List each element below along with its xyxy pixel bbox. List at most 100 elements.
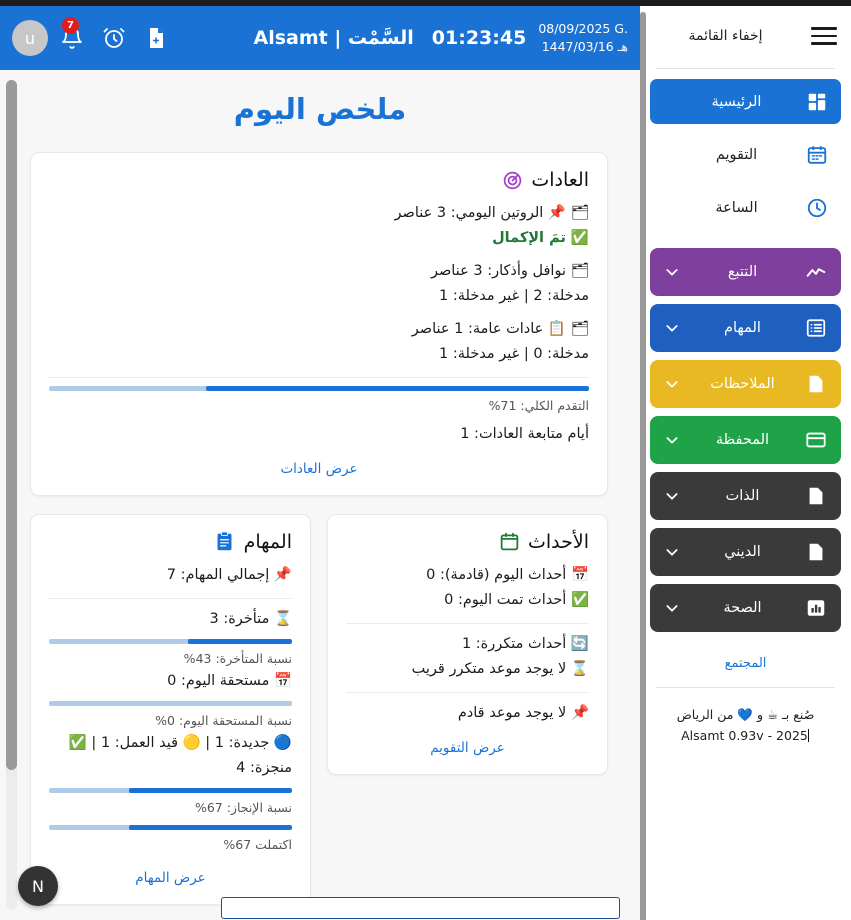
header-dates: 08/09/2025 G. 1447/03/16 هـ — [538, 20, 628, 56]
tasks-card-header: المهام — [49, 531, 292, 553]
dashboard-grid-icon — [805, 90, 829, 114]
chevron-down-icon — [663, 488, 681, 504]
tasks-view-link[interactable]: عرض المهام — [135, 869, 206, 886]
sidebar-item-clock[interactable]: الساعة — [650, 185, 841, 230]
sidebar-group-tasks-label: المهام — [724, 320, 761, 336]
sidebar-group-wallet-label: المحفظة — [715, 432, 770, 448]
avatar-letter: u — [24, 28, 36, 48]
sidebar-item-clock-label: الساعة — [715, 199, 758, 216]
events-view-link[interactable]: عرض التقويم — [430, 739, 505, 756]
sidebar-group-tasks[interactable]: المهام — [650, 304, 841, 352]
sidebar-group-wallet[interactable]: المحفظة — [650, 416, 841, 464]
hamburger-menu-icon[interactable] — [811, 27, 837, 45]
chevron-down-icon — [663, 320, 681, 336]
sidebar-group-tracking[interactable]: التتبع — [650, 248, 841, 296]
events-no-upcoming: 📌 لا يوجد موعد قادم — [457, 704, 589, 721]
tasks-overdue-pct: نسبة المتأخرة: 43% — [183, 650, 292, 666]
sidebar-group-notes[interactable]: الملاحظات — [650, 360, 841, 408]
sidebar-group-tracking-label: التتبع — [727, 264, 758, 280]
tasks-overdue: ⌛ متأخرة: 3 — [209, 610, 292, 627]
sidebar-group-notes-label: الملاحظات — [710, 376, 775, 392]
sidebar-group-religious-label: الديني — [724, 544, 761, 560]
tasks-total: 📌 إجمالي المهام: 7 — [166, 566, 292, 583]
habits-progress-bar — [49, 385, 589, 391]
hide-menu-label[interactable]: إخفاء القائمة — [688, 28, 763, 44]
notifications-button[interactable]: 7 — [60, 17, 84, 50]
tasks-overdue-bar — [49, 638, 292, 644]
tasks-achievement-pct: نسبة الإنجاز: 67% — [194, 800, 292, 815]
events-tasks-row: الأحداث 📅 أحداث اليوم (قادمة): 0 ✅ أحداث… — [30, 513, 608, 920]
habits-row-2: 🗂 نوافل وأذكار: 3 عناصر — [430, 262, 589, 279]
sidebar-item-home-label: الرئيسية — [711, 93, 762, 110]
sidebar: إخفاء القائمة الرئيسية التقويم — [640, 6, 851, 920]
cards-container: العادات 🗂 📌 الروتين اليومي: 3 عناصر ✅ تم… — [0, 152, 640, 920]
hijri-date: 1447/03/16 هـ — [541, 39, 628, 54]
tasks-status: 🔵 جديدة: 1 | 🟡 قيد العمل: 1 | ✅ — [68, 735, 292, 752]
app-title: السَّمْت | Alsamt — [253, 27, 414, 49]
tasks-done: منجزة: 4 — [236, 760, 292, 777]
sidebar-scrollbar[interactable] — [640, 12, 646, 920]
made-by-text: صُنع بـ ☕ و 💙 من الرياض — [676, 707, 815, 722]
wallet-card-icon — [804, 428, 828, 452]
sidebar-item-home[interactable]: الرئيسية — [650, 79, 841, 124]
alarm-clock-icon[interactable] — [102, 26, 126, 50]
tasks-card: المهام 📌 إجمالي المهام: 7 ⌛ متأخرة: 3 — [30, 513, 311, 905]
avatar[interactable]: u — [12, 20, 48, 56]
page-title: ملخص اليوم — [233, 92, 407, 126]
chevron-down-icon — [663, 432, 681, 448]
habits-card-title: العادات — [531, 169, 589, 191]
app-header: u 7 السَّمْت | — [0, 6, 640, 70]
chevron-down-icon — [663, 544, 681, 560]
add-document-icon[interactable] — [144, 26, 168, 50]
sidebar-item-calendar-label: التقويم — [715, 146, 758, 163]
events-divider-2 — [346, 691, 589, 693]
habits-card: العادات 🗂 📌 الروتين اليومي: 3 عناصر ✅ تم… — [30, 152, 608, 496]
events-today-done: ✅ أحداث تمت اليوم: 0 — [444, 591, 589, 608]
target-bullseye-icon — [501, 169, 523, 191]
clock-icon — [805, 196, 829, 220]
habits-card-header: العادات — [49, 169, 589, 191]
events-no-recurring: ⌛ لا يوجد موعد متكرر قريب — [411, 660, 589, 677]
events-divider-1 — [346, 622, 589, 624]
gregorian-date: 08/09/2025 G. — [538, 20, 628, 36]
tasks-due-today: 📅 مستحقة اليوم: 0 — [167, 672, 292, 689]
sidebar-group-health[interactable]: الصحة — [650, 584, 841, 632]
main-content: ملخص اليوم العادات 🗂 📌 الروتين اليومي: 3… — [0, 70, 640, 920]
tasks-completed-bar — [49, 825, 292, 831]
tasks-due-today-bar — [49, 700, 292, 706]
calendar-outline-icon — [498, 531, 520, 553]
habits-divider — [49, 376, 589, 378]
header-clock: 01:23:45 — [431, 27, 527, 49]
sidebar-divider-top — [656, 68, 835, 69]
bottom-focused-input[interactable] — [221, 897, 620, 919]
sidebar-group-self[interactable]: الذات — [650, 472, 841, 520]
floating-action-button[interactable]: N — [18, 866, 58, 906]
list-box-icon — [804, 316, 828, 340]
clipboard-icon — [214, 531, 236, 553]
chevron-down-icon — [663, 600, 681, 616]
window-top-strip — [0, 0, 851, 6]
habits-row-4: 🗂 📋 عادات عامة: 1 عناصر — [411, 320, 589, 337]
sidebar-group-health-label: الصحة — [723, 600, 762, 616]
notification-badge: 7 — [62, 17, 79, 34]
fab-letter: N — [32, 876, 44, 896]
habits-row-1: ✅ تمَ الإكمال — [492, 229, 589, 246]
sidebar-item-calendar[interactable]: التقويم — [650, 132, 841, 177]
community-link[interactable]: المجتمع — [724, 656, 767, 671]
sidebar-header: إخفاء القائمة — [650, 6, 841, 66]
bar-chart-icon — [804, 596, 828, 620]
tasks-card-title: المهام — [243, 530, 292, 553]
sidebar-footer: المجتمع صُنع بـ ☕ و 💙 من الرياض Alsamt 0… — [650, 652, 841, 743]
events-card: الأحداث 📅 أحداث اليوم (قادمة): 0 ✅ أحداث… — [327, 513, 608, 775]
sidebar-group-religious[interactable]: الديني — [650, 528, 841, 576]
version-text: Alsamt 0.93v - 2025 — [681, 728, 809, 744]
sidebar-divider-bottom — [656, 687, 835, 688]
main-scrollbar[interactable] — [6, 80, 17, 910]
chevron-down-icon — [663, 264, 681, 280]
habits-view-link[interactable]: عرض العادات — [280, 460, 358, 477]
events-card-header: الأحداث — [346, 531, 589, 553]
note-page-icon — [804, 540, 828, 564]
tasks-completed-pct: اكتملت 67% — [223, 837, 292, 853]
trend-line-icon — [804, 260, 828, 284]
